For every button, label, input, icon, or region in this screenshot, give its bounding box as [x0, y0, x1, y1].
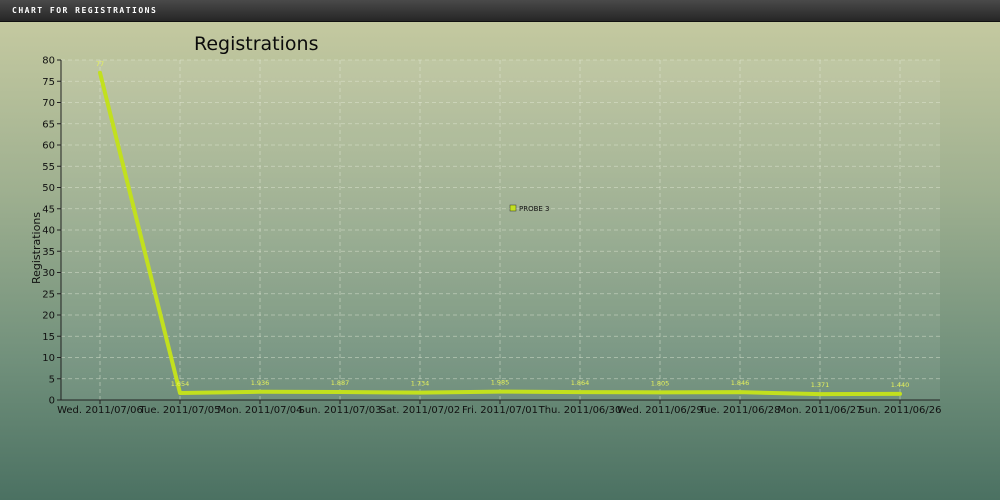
data-label: 1.734	[411, 380, 430, 388]
x-tick-label: Wed. 2011/06/29	[617, 405, 703, 416]
data-label: 1.654	[171, 380, 190, 388]
y-tick-label: 60	[42, 141, 55, 152]
y-tick-label: 50	[42, 183, 55, 194]
x-tick-label: Mon. 2011/06/27	[777, 405, 862, 416]
window-title: CHART FOR REGISTRATIONS	[12, 6, 158, 15]
x-tick-label: Tue. 2011/06/28	[698, 405, 780, 416]
y-tick-label: 75	[42, 77, 55, 88]
title-bar: CHART FOR REGISTRATIONS	[0, 0, 1000, 22]
x-tick-label: Sat. 2011/07/02	[380, 405, 460, 416]
data-label: 1.371	[811, 381, 830, 389]
y-tick-label: 5	[49, 374, 55, 385]
labels-layer: 77 1.654 1.936 1.887 1.734 1.985 1.864 1.805 1.8…	[96, 60, 909, 389]
legend-swatch-probe-3	[509, 204, 517, 212]
y-tick-label: 45	[42, 204, 55, 215]
y-tick-label: 40	[42, 226, 55, 237]
x-tick-label: Tue. 2011/07/05	[138, 405, 220, 416]
y-tick-label: 15	[42, 332, 55, 343]
registrations-chart: 0 5 10 15 20 25 30 35 40 45 50 55 60 65 70 75 80 Wed. 201…	[30, 33, 942, 417]
data-point	[338, 390, 342, 394]
legend-label-probe-3: PROBE 3	[519, 205, 550, 213]
y-tick-label: 25	[42, 289, 55, 300]
y-tick-label: 80	[42, 56, 55, 67]
y-tick-label: 20	[42, 311, 55, 322]
y-tick-label: 65	[42, 119, 55, 130]
y-tick-label: 55	[42, 162, 55, 173]
y-tick-label: 70	[42, 98, 55, 109]
data-label: 1.985	[491, 379, 510, 387]
y-tick-label: 0	[49, 396, 55, 407]
y-tick-label: 35	[42, 247, 55, 258]
grid-lines	[61, 59, 940, 400]
series-layer	[98, 70, 902, 397]
chart-title: Registrations	[194, 33, 318, 55]
x-tick-label: Fri. 2011/07/01	[462, 405, 538, 416]
data-label: 1.936	[251, 379, 270, 387]
axes: 0 5 10 15 20 25 30 35 40 45 50 55 60 65 70 75 80 Wed. 201…	[42, 56, 941, 417]
x-tick-label: Mon. 2011/07/04	[217, 405, 302, 416]
legend: PROBE 3	[509, 204, 550, 213]
x-tick-label: Thu. 2011/06/30	[538, 405, 622, 416]
chart-panel: 0 5 10 15 20 25 30 35 40 45 50 55 60 65 70 75 80 Wed. 201…	[0, 22, 1000, 500]
data-point	[178, 391, 182, 395]
data-point	[578, 390, 582, 394]
data-point	[818, 392, 822, 396]
x-tick-label: Wed. 2011/07/06	[57, 405, 143, 416]
data-label: 1.864	[571, 379, 590, 387]
data-point	[898, 392, 902, 396]
data-point	[498, 390, 502, 394]
data-point	[258, 390, 262, 394]
data-point	[658, 390, 662, 394]
data-point	[738, 390, 742, 394]
data-point	[98, 71, 102, 75]
data-label: 77	[96, 60, 104, 68]
data-label: 1.440	[891, 381, 910, 389]
y-axis-label: Registrations	[30, 212, 43, 284]
data-label: 1.887	[331, 379, 350, 387]
y-tick-label: 30	[42, 268, 55, 279]
data-label: 1.805	[651, 379, 670, 387]
x-tick-label: Sun. 2011/07/03	[298, 405, 381, 416]
data-label: 1.846	[731, 379, 750, 387]
x-tick-label: Sun. 2011/06/26	[858, 405, 941, 416]
data-point	[418, 391, 422, 395]
y-tick-label: 10	[42, 353, 55, 364]
plot-area	[61, 60, 940, 400]
